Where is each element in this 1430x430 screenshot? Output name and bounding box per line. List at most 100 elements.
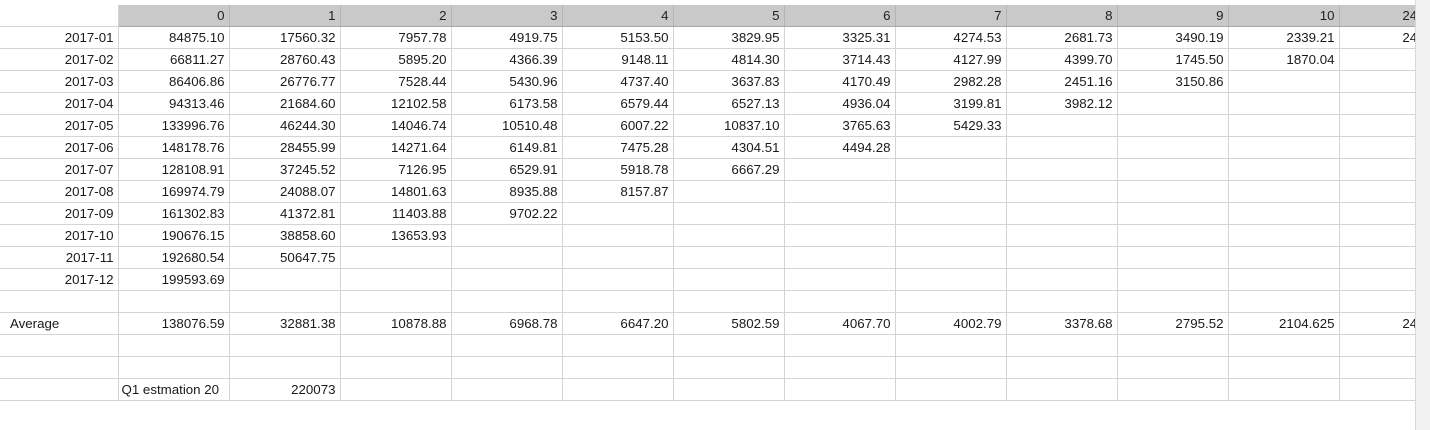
- data-cell[interactable]: 5153.50: [562, 26, 674, 49]
- empty-cell[interactable]: [229, 290, 341, 313]
- data-cell[interactable]: 148178.76: [118, 136, 230, 159]
- row-label[interactable]: 2017-07: [0, 158, 119, 181]
- row-label[interactable]: 2017-11: [0, 246, 119, 269]
- data-cell[interactable]: [895, 136, 1007, 159]
- data-cell[interactable]: 50647.75: [229, 246, 341, 269]
- data-cell[interactable]: [1117, 246, 1229, 269]
- data-table[interactable]: 0 1 2 3 4 5 6 7 8 9 10 246 2017-01 84875.10 17560.32 79…: [0, 5, 1430, 401]
- column-header[interactable]: 2: [340, 5, 452, 27]
- empty-cell[interactable]: [1117, 378, 1229, 401]
- data-cell[interactable]: 3150.86: [1117, 70, 1229, 93]
- data-cell[interactable]: [1117, 114, 1229, 137]
- average-cell[interactable]: 138076.59: [118, 312, 230, 335]
- data-cell[interactable]: [1006, 246, 1118, 269]
- data-cell[interactable]: 6667.29: [673, 158, 785, 181]
- data-cell[interactable]: [895, 158, 1007, 181]
- average-cell[interactable]: 32881.38: [229, 312, 341, 335]
- row-label[interactable]: 2017-03: [0, 70, 119, 93]
- vertical-scrollbar[interactable]: [1415, 0, 1430, 430]
- average-cell[interactable]: 6647.20: [562, 312, 674, 335]
- data-cell[interactable]: 28760.43: [229, 48, 341, 71]
- data-cell[interactable]: 38858.60: [229, 224, 341, 247]
- data-cell[interactable]: 13653.93: [340, 224, 452, 247]
- column-header[interactable]: 9: [1117, 5, 1229, 27]
- data-cell[interactable]: [895, 224, 1007, 247]
- data-cell[interactable]: 6527.13: [673, 92, 785, 115]
- data-cell[interactable]: 2451.16: [1006, 70, 1118, 93]
- data-cell[interactable]: [895, 268, 1007, 291]
- empty-cell[interactable]: [895, 356, 1007, 379]
- empty-cell[interactable]: [118, 356, 230, 379]
- data-cell[interactable]: 3199.81: [895, 92, 1007, 115]
- data-cell[interactable]: 169974.79: [118, 180, 230, 203]
- data-cell[interactable]: 3714.43: [784, 48, 896, 71]
- data-cell[interactable]: 6579.44: [562, 92, 674, 115]
- data-cell[interactable]: 14271.64: [340, 136, 452, 159]
- data-cell[interactable]: 3982.12: [1006, 92, 1118, 115]
- data-cell[interactable]: [1117, 180, 1229, 203]
- column-header[interactable]: 7: [895, 5, 1007, 27]
- data-cell[interactable]: 4919.75: [451, 26, 563, 49]
- column-header[interactable]: 5: [673, 5, 785, 27]
- data-cell[interactable]: [1228, 158, 1340, 181]
- empty-cell[interactable]: [229, 334, 341, 357]
- data-cell[interactable]: 199593.69: [118, 268, 230, 291]
- empty-cell[interactable]: [895, 290, 1007, 313]
- column-header[interactable]: 3: [451, 5, 563, 27]
- data-cell[interactable]: 9702.22: [451, 202, 563, 225]
- data-cell[interactable]: 24088.07: [229, 180, 341, 203]
- data-cell[interactable]: [784, 246, 896, 269]
- data-cell[interactable]: 4737.40: [562, 70, 674, 93]
- row-label[interactable]: 2017-01: [0, 26, 119, 49]
- data-cell[interactable]: 5429.33: [895, 114, 1007, 137]
- data-cell[interactable]: 4170.49: [784, 70, 896, 93]
- data-cell[interactable]: 21684.60: [229, 92, 341, 115]
- data-cell[interactable]: 10837.10: [673, 114, 785, 137]
- data-cell[interactable]: [1228, 180, 1340, 203]
- data-cell[interactable]: 4936.04: [784, 92, 896, 115]
- data-cell[interactable]: 3490.19: [1117, 26, 1229, 49]
- empty-cell[interactable]: [118, 334, 230, 357]
- data-cell[interactable]: 86406.86: [118, 70, 230, 93]
- data-cell[interactable]: 3765.63: [784, 114, 896, 137]
- data-cell[interactable]: 4304.51: [673, 136, 785, 159]
- empty-cell[interactable]: [1117, 290, 1229, 313]
- data-cell[interactable]: [784, 180, 896, 203]
- column-header[interactable]: 1: [229, 5, 341, 27]
- data-cell[interactable]: 4399.70: [1006, 48, 1118, 71]
- data-cell[interactable]: 4366.39: [451, 48, 563, 71]
- data-cell[interactable]: [1117, 92, 1229, 115]
- average-cell[interactable]: 4002.79: [895, 312, 1007, 335]
- data-cell[interactable]: [673, 224, 785, 247]
- data-cell[interactable]: [1006, 202, 1118, 225]
- data-cell[interactable]: 190676.15: [118, 224, 230, 247]
- data-cell[interactable]: 6173.58: [451, 92, 563, 115]
- row-label[interactable]: 2017-05: [0, 114, 119, 137]
- empty-cell[interactable]: [340, 356, 452, 379]
- data-cell[interactable]: 46244.30: [229, 114, 341, 137]
- data-cell[interactable]: [1228, 114, 1340, 137]
- data-cell[interactable]: [340, 268, 452, 291]
- empty-cell[interactable]: [1006, 356, 1118, 379]
- data-cell[interactable]: 3829.95: [673, 26, 785, 49]
- empty-cell[interactable]: [895, 378, 1007, 401]
- data-cell[interactable]: 4274.53: [895, 26, 1007, 49]
- data-cell[interactable]: [451, 268, 563, 291]
- data-cell[interactable]: 9148.11: [562, 48, 674, 71]
- data-cell[interactable]: 12102.58: [340, 92, 452, 115]
- average-cell[interactable]: 2795.52: [1117, 312, 1229, 335]
- data-cell[interactable]: [1117, 224, 1229, 247]
- column-header[interactable]: 0: [118, 5, 230, 27]
- data-cell[interactable]: 28455.99: [229, 136, 341, 159]
- column-header[interactable]: 4: [562, 5, 674, 27]
- data-cell[interactable]: [1117, 158, 1229, 181]
- empty-cell[interactable]: [562, 290, 674, 313]
- empty-cell[interactable]: [1228, 290, 1340, 313]
- empty-cell[interactable]: [451, 356, 563, 379]
- empty-cell[interactable]: [895, 334, 1007, 357]
- data-cell[interactable]: 7957.78: [340, 26, 452, 49]
- data-cell[interactable]: 1870.04: [1228, 48, 1340, 71]
- empty-cell[interactable]: [1006, 378, 1118, 401]
- row-label[interactable]: 2017-10: [0, 224, 119, 247]
- data-cell[interactable]: 2339.21: [1228, 26, 1340, 49]
